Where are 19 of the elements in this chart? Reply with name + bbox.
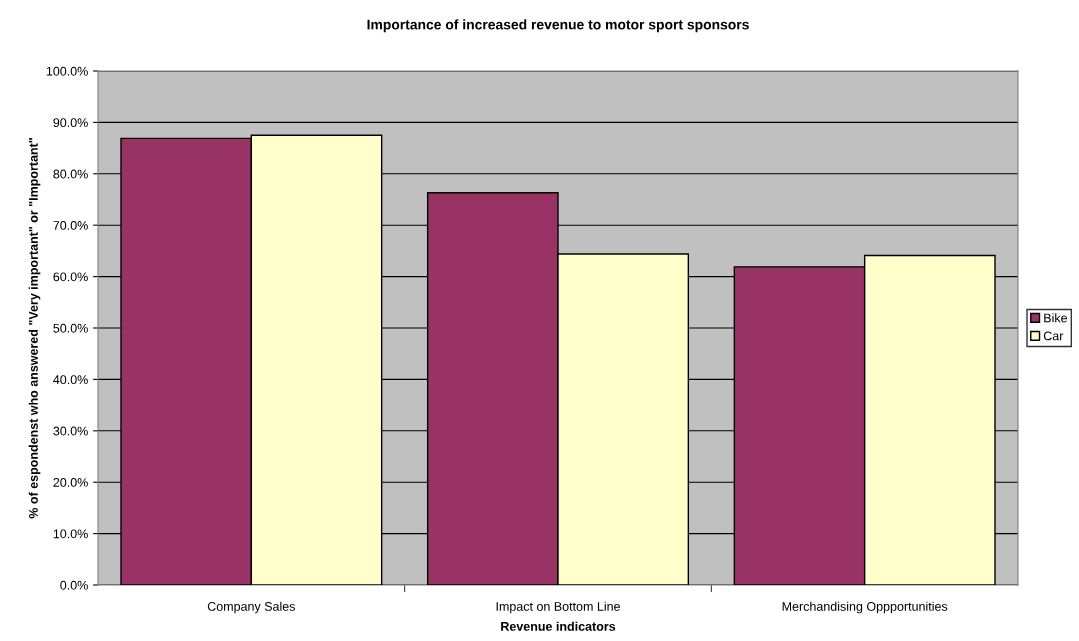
y-tick-label: 10.0%	[53, 529, 88, 539]
y-tick-label: 20.0%	[53, 478, 88, 487]
y-tick-label: 50.0%	[53, 323, 88, 333]
legend-label: Car	[1043, 331, 1064, 341]
y-tick-label: 80.0%	[53, 169, 88, 179]
chart-title: Importance of increased revenue to motor sport sponsors	[367, 19, 749, 33]
y-tick-label: 90.0%	[53, 118, 88, 128]
y-axis-title: % of espondenst who answered "Very important" or "Important"	[28, 138, 41, 519]
x-tick-label: Merchandising Oppportunities	[782, 601, 948, 614]
x-axis-title: Revenue indicators	[501, 621, 616, 631]
y-tick-label: 40.0%	[53, 375, 88, 385]
y-tick-label: 60.0%	[53, 272, 88, 282]
y-tick-label: 0.0%	[60, 580, 88, 590]
y-tick-label: 70.0%	[53, 221, 88, 230]
legend-label: Bike	[1044, 313, 1068, 323]
x-tick-label: Company Sales	[207, 601, 295, 614]
y-tick-label: 30.0%	[53, 426, 88, 436]
y-tick-label: 100.0%	[46, 66, 88, 76]
x-tick-label: Impact on Bottom Line	[496, 601, 620, 614]
